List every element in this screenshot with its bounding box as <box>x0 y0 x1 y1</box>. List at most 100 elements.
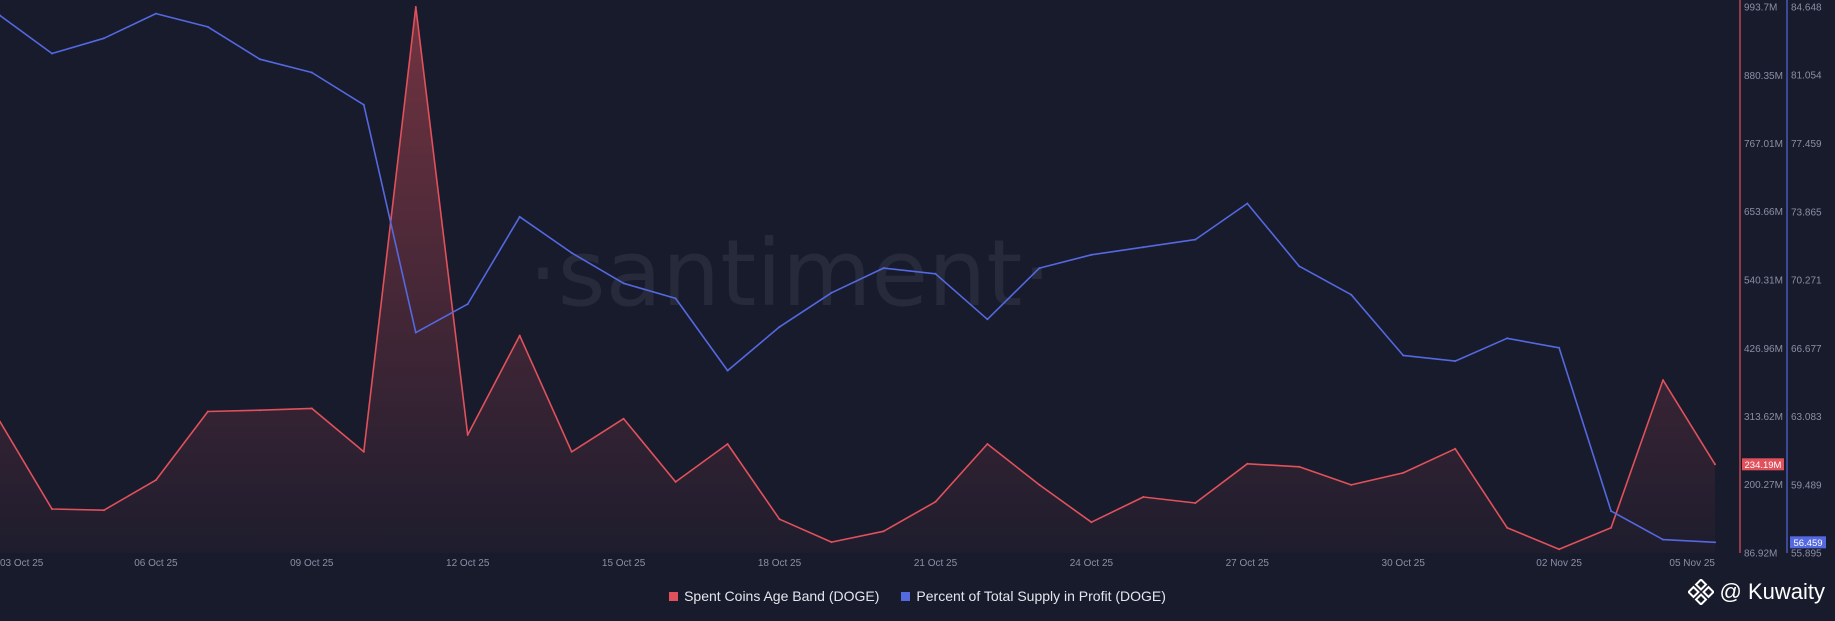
santiment-watermark: ·santiment· <box>528 220 1051 327</box>
data-point-0-24[interactable] <box>1246 462 1249 465</box>
last-value-label-red: 234.19M <box>1745 460 1782 471</box>
data-point-0-3[interactable] <box>154 479 157 482</box>
data-point-1-9[interactable] <box>466 303 469 306</box>
y-left-tick-label: 426.96M <box>1744 344 1783 355</box>
x-tick-label: 18 Oct 25 <box>758 558 802 569</box>
data-point-0-32[interactable] <box>1662 379 1664 382</box>
data-point-1-3[interactable] <box>154 12 157 15</box>
data-point-0-14[interactable] <box>726 443 729 445</box>
data-point-0-30[interactable] <box>1558 548 1561 551</box>
data-point-0-15[interactable] <box>778 518 781 521</box>
x-tick-label: 12 Oct 25 <box>446 558 490 569</box>
data-point-0-11[interactable] <box>570 450 573 453</box>
y-right-tick-label: 84.648 <box>1791 3 1822 14</box>
data-point-1-8[interactable] <box>414 331 417 334</box>
data-point-1-14[interactable] <box>726 369 729 372</box>
data-point-1-29[interactable] <box>1506 337 1509 340</box>
x-tick-label: 15 Oct 25 <box>602 558 646 569</box>
y-left-tick-label: 86.92M <box>1744 549 1777 560</box>
series-layer <box>0 6 1716 553</box>
legend-label: Percent of Total Supply in Profit (DOGE) <box>916 588 1166 604</box>
data-point-0-25[interactable] <box>1298 465 1301 468</box>
data-point-1-23[interactable] <box>1194 238 1197 241</box>
data-point-0-33[interactable] <box>1714 463 1716 466</box>
data-point-0-28[interactable] <box>1454 447 1457 450</box>
data-point-0-26[interactable] <box>1350 483 1353 486</box>
data-point-1-22[interactable] <box>1142 246 1145 249</box>
data-point-0-21[interactable] <box>1090 521 1093 524</box>
data-point-1-19[interactable] <box>986 318 989 321</box>
data-point-0-13[interactable] <box>674 480 677 483</box>
data-point-1-1[interactable] <box>51 52 53 55</box>
data-point-0-4[interactable] <box>206 410 209 413</box>
x-tick-label: 30 Oct 25 <box>1382 558 1426 569</box>
data-point-1-15[interactable] <box>778 325 781 328</box>
y-left-tick-label: 540.31M <box>1744 276 1783 287</box>
data-point-0-7[interactable] <box>362 450 365 453</box>
legend-item-spent-coins[interactable]: Spent Coins Age Band (DOGE) <box>669 588 879 604</box>
data-point-1-17[interactable] <box>882 267 885 270</box>
data-point-1-28[interactable] <box>1454 360 1457 363</box>
y-right-tick-label: 73.865 <box>1791 207 1822 218</box>
data-point-1-16[interactable] <box>830 291 833 294</box>
data-point-1-11[interactable] <box>570 251 573 254</box>
data-point-1-6[interactable] <box>310 71 313 74</box>
y-left-tick-label: 313.62M <box>1744 412 1783 423</box>
legend-item-supply-profit[interactable]: Percent of Total Supply in Profit (DOGE) <box>901 588 1166 604</box>
data-point-0-2[interactable] <box>102 509 105 512</box>
data-point-1-27[interactable] <box>1402 354 1405 357</box>
series-line-1 <box>0 12 1716 544</box>
data-point-1-0[interactable] <box>0 14 1 17</box>
last-value-badge-red <box>1742 458 1784 471</box>
data-point-0-31[interactable] <box>1610 526 1613 529</box>
data-point-0-12[interactable] <box>622 417 625 420</box>
data-point-1-18[interactable] <box>934 272 937 275</box>
data-point-1-31[interactable] <box>1610 510 1613 513</box>
data-point-0-1[interactable] <box>51 508 53 510</box>
legend-label: Spent Coins Age Band (DOGE) <box>684 588 880 604</box>
x-tick-label: 27 Oct 25 <box>1226 558 1270 569</box>
data-point-0-9[interactable] <box>466 433 469 436</box>
data-point-1-26[interactable] <box>1350 293 1353 296</box>
data-point-1-25[interactable] <box>1298 265 1301 268</box>
data-point-1-4[interactable] <box>206 25 209 28</box>
axis-layer: 86.92M 200.27M 313.62M 426.96M 540.31M 653.66… <box>0 0 1826 569</box>
data-point-0-27[interactable] <box>1402 471 1405 474</box>
y-left-tick-label: 880.35M <box>1744 71 1783 82</box>
data-point-1-20[interactable] <box>1038 267 1041 270</box>
data-point-1-2[interactable] <box>102 37 105 40</box>
data-point-0-17[interactable] <box>882 530 885 533</box>
data-point-0-10[interactable] <box>518 334 521 337</box>
brand-text: @ Kuwaity <box>1719 579 1825 604</box>
y-left-tick-label: 767.01M <box>1744 139 1783 150</box>
x-tick-label: 24 Oct 25 <box>1070 558 1114 569</box>
data-point-1-5[interactable] <box>258 58 261 61</box>
x-tick-label: 09 Oct 25 <box>290 558 334 569</box>
data-point-0-0[interactable] <box>0 420 1 423</box>
data-point-1-13[interactable] <box>674 297 677 300</box>
data-point-0-16[interactable] <box>830 541 833 544</box>
data-point-0-8[interactable] <box>414 6 417 8</box>
data-point-1-24[interactable] <box>1246 202 1249 205</box>
data-point-1-32[interactable] <box>1662 538 1664 541</box>
data-point-0-5[interactable] <box>258 409 261 412</box>
last-value-badge-blue <box>1790 536 1826 549</box>
y-right-tick-label: 70.271 <box>1791 276 1822 287</box>
data-point-0-6[interactable] <box>310 407 313 410</box>
data-point-1-10[interactable] <box>518 215 521 218</box>
data-point-0-20[interactable] <box>1038 483 1041 486</box>
data-point-0-23[interactable] <box>1194 502 1197 504</box>
data-point-0-29[interactable] <box>1506 526 1509 529</box>
data-point-0-19[interactable] <box>986 443 989 445</box>
data-point-1-33[interactable] <box>1714 541 1716 544</box>
data-point-0-18[interactable] <box>934 500 937 503</box>
series-area-0 <box>0 7 1715 553</box>
data-point-0-22[interactable] <box>1142 496 1145 498</box>
chart-legend: Spent Coins Age Band (DOGE) Percent of T… <box>0 588 1835 604</box>
x-tick-label: 02 Nov 25 <box>1536 558 1582 569</box>
data-point-1-12[interactable] <box>622 282 625 285</box>
data-point-1-30[interactable] <box>1558 346 1561 349</box>
data-point-1-7[interactable] <box>362 103 365 106</box>
data-point-1-21[interactable] <box>1090 253 1093 256</box>
